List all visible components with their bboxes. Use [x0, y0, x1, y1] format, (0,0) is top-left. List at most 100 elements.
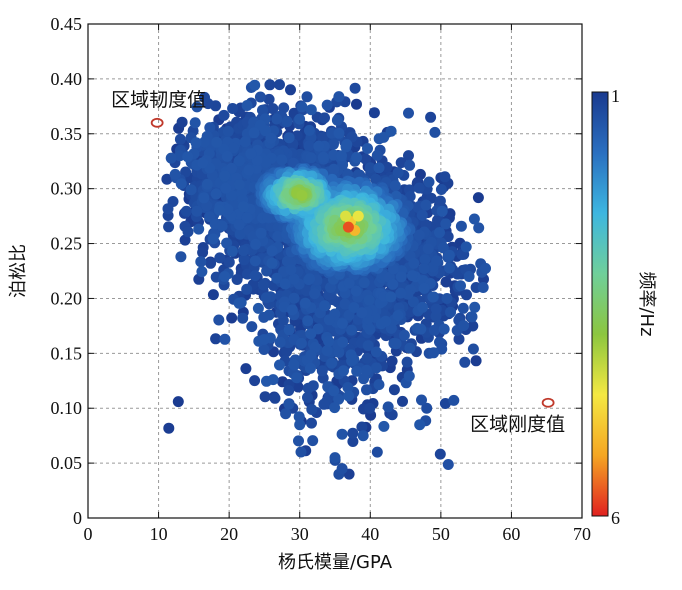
data-point [276, 154, 288, 166]
data-point [175, 251, 187, 263]
data-point [318, 398, 330, 410]
data-point [283, 385, 295, 396]
data-point [299, 297, 311, 309]
data-point [416, 394, 427, 406]
data-point [338, 365, 349, 377]
data-point [439, 398, 451, 409]
data-point [413, 229, 425, 241]
data-point [274, 336, 286, 348]
data-point [458, 320, 470, 332]
data-point [422, 243, 434, 255]
data-point [219, 271, 231, 282]
data-point [381, 161, 393, 173]
data-point [341, 139, 353, 150]
data-point [466, 311, 478, 323]
data-point [249, 270, 261, 282]
data-point [264, 79, 276, 91]
data-point [285, 84, 296, 96]
data-point [370, 362, 382, 374]
x-tick-label: 50 [432, 524, 450, 544]
data-point [356, 421, 368, 433]
data-point [189, 117, 201, 129]
data-point [442, 231, 454, 243]
data-point [448, 394, 460, 406]
data-point [198, 192, 210, 204]
data-point [267, 103, 279, 115]
data-point [241, 212, 253, 224]
data-point [221, 150, 233, 162]
data-point [182, 151, 194, 163]
data-point [401, 356, 413, 368]
data-point [390, 190, 402, 202]
data-point [306, 404, 318, 415]
data-point [347, 436, 359, 447]
data-point [210, 188, 222, 200]
data-point [241, 283, 253, 295]
data-point [222, 203, 234, 215]
data-point [210, 333, 222, 345]
data-point [238, 245, 249, 257]
data-point [395, 287, 407, 299]
plot-frame [87, 23, 583, 519]
data-point [243, 164, 255, 176]
data-point [196, 266, 208, 278]
data-point [223, 256, 235, 268]
data-point [269, 392, 281, 404]
data-point [179, 234, 191, 246]
data-point [295, 446, 307, 458]
y-tick-label: 0.30 [51, 179, 83, 199]
data-point [163, 221, 175, 233]
data-point [436, 205, 448, 217]
data-point [442, 459, 454, 470]
data-point [407, 296, 419, 308]
data-point [176, 116, 188, 128]
data-point [285, 264, 297, 276]
data-point [204, 122, 216, 134]
data-point [274, 79, 285, 91]
colorbar: 1 6 频率/Hz [591, 86, 657, 528]
data-point [380, 315, 392, 327]
data-point [304, 362, 316, 374]
data-point [427, 291, 439, 303]
colorbar-gradient [591, 91, 609, 517]
y-axis-label: 泊松比 [8, 244, 29, 298]
data-point [260, 292, 272, 304]
data-point [441, 293, 453, 304]
data-point [453, 333, 465, 345]
data-point [413, 182, 425, 194]
data-point [349, 82, 361, 94]
data-point [280, 408, 292, 420]
y-tick-label: 0.15 [51, 343, 83, 363]
axes: 0 10 20 30 40 50 60 70 0 0.05 0.10 0.15 0.20 0.25 0.30… [8, 14, 591, 573]
data-point [174, 150, 186, 162]
data-point [408, 257, 420, 269]
data-point [364, 162, 376, 174]
data-point [414, 419, 426, 431]
y-tick-label: 0.10 [51, 398, 83, 418]
x-tick-label: 30 [291, 524, 309, 544]
annotation-marker [541, 397, 555, 408]
data-point [416, 209, 428, 221]
data-point [294, 419, 306, 431]
y-tick-label: 0.35 [51, 124, 83, 144]
data-point [302, 392, 313, 403]
y-tick-label: 0.05 [51, 453, 83, 473]
data-point [249, 79, 261, 91]
data-point [271, 272, 283, 284]
data-point [252, 302, 264, 314]
data-point [438, 323, 450, 335]
data-point [351, 152, 363, 163]
data-point [361, 364, 372, 376]
data-point [370, 346, 382, 358]
data-point [419, 254, 431, 265]
data-point [348, 302, 360, 313]
data-point [370, 173, 382, 185]
data-point [336, 318, 348, 329]
data-point [345, 349, 357, 361]
data-point [429, 324, 440, 336]
data-point [294, 113, 306, 125]
data-point [434, 227, 445, 238]
data-point [403, 107, 414, 119]
data-point [283, 398, 295, 410]
